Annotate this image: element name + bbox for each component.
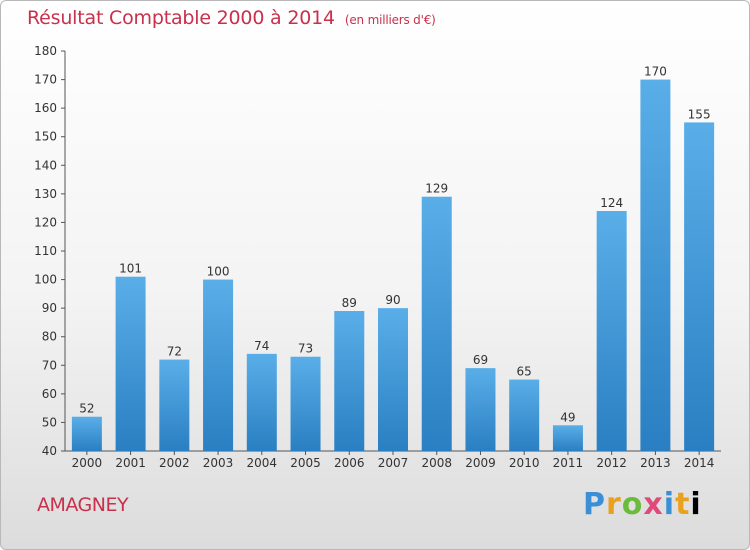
y-tick-label: 90 bbox=[42, 301, 57, 315]
bar bbox=[71, 416, 102, 451]
bar-value-label: 65 bbox=[517, 365, 532, 379]
x-tick-label: 2004 bbox=[247, 456, 278, 470]
bar-value-label: 90 bbox=[385, 293, 400, 307]
chart-title-text: Résultat Comptable 2000 à 2014 bbox=[27, 7, 335, 29]
bar bbox=[684, 122, 715, 451]
bar-value-label: 101 bbox=[119, 262, 142, 276]
bar-value-label: 52 bbox=[79, 402, 94, 416]
bar-value-label: 155 bbox=[688, 107, 711, 121]
x-tick-label: 2008 bbox=[421, 456, 452, 470]
bar bbox=[421, 196, 452, 451]
y-tick-label: 130 bbox=[34, 187, 57, 201]
bar-value-label: 69 bbox=[473, 353, 488, 367]
y-tick-label: 160 bbox=[34, 101, 57, 115]
bar-value-label: 170 bbox=[644, 65, 667, 79]
x-tick-label: 2011 bbox=[553, 456, 584, 470]
bar-value-label: 124 bbox=[600, 196, 623, 210]
bar bbox=[246, 353, 277, 451]
x-tick-label: 2006 bbox=[334, 456, 365, 470]
y-tick-label: 50 bbox=[42, 415, 57, 429]
bar bbox=[640, 79, 671, 452]
y-tick-label: 80 bbox=[42, 330, 57, 344]
bar bbox=[334, 311, 365, 451]
x-tick-label: 2005 bbox=[290, 456, 321, 470]
proxiti-logo: Proxiti bbox=[583, 487, 702, 522]
y-tick-label: 150 bbox=[34, 130, 57, 144]
x-tick-label: 2000 bbox=[72, 456, 103, 470]
bar-value-label: 72 bbox=[167, 345, 182, 359]
x-tick-label: 2010 bbox=[509, 456, 540, 470]
y-tick-label: 60 bbox=[42, 387, 57, 401]
x-tick-label: 2013 bbox=[640, 456, 671, 470]
x-tick-label: 2012 bbox=[596, 456, 627, 470]
y-tick-label: 120 bbox=[34, 215, 57, 229]
bar-value-label: 100 bbox=[207, 265, 230, 279]
y-tick-label: 70 bbox=[42, 358, 57, 372]
bar bbox=[378, 308, 408, 451]
bar bbox=[596, 211, 627, 451]
bar-value-label: 129 bbox=[425, 182, 448, 196]
y-tick-label: 180 bbox=[34, 44, 57, 58]
x-tick-label: 2014 bbox=[684, 456, 715, 470]
bar bbox=[465, 368, 496, 451]
bar bbox=[159, 359, 190, 451]
x-tick-label: 2001 bbox=[115, 456, 146, 470]
bar bbox=[115, 276, 146, 451]
y-tick-label: 170 bbox=[34, 73, 57, 87]
y-tick-label: 100 bbox=[34, 273, 57, 287]
bar bbox=[552, 425, 583, 451]
bar-value-label: 74 bbox=[254, 339, 269, 353]
bar bbox=[203, 279, 234, 451]
bar-value-label: 49 bbox=[560, 410, 575, 424]
commune-name: AMAGNEY bbox=[37, 494, 129, 516]
x-tick-label: 2003 bbox=[203, 456, 234, 470]
bar bbox=[290, 356, 321, 451]
chart-subtitle: (en milliers d'€) bbox=[344, 13, 436, 27]
x-tick-label: 2009 bbox=[465, 456, 496, 470]
bar bbox=[509, 379, 540, 451]
y-tick-label: 110 bbox=[34, 244, 57, 258]
bar-value-label: 73 bbox=[298, 342, 313, 356]
y-tick-label: 40 bbox=[42, 444, 57, 458]
chart-title: Résultat Comptable 2000 à 2014 (en millie… bbox=[27, 7, 436, 29]
y-tick-label: 140 bbox=[34, 158, 57, 172]
x-tick-label: 2007 bbox=[378, 456, 409, 470]
bar-value-label: 89 bbox=[342, 296, 357, 310]
x-tick-label: 2002 bbox=[159, 456, 190, 470]
